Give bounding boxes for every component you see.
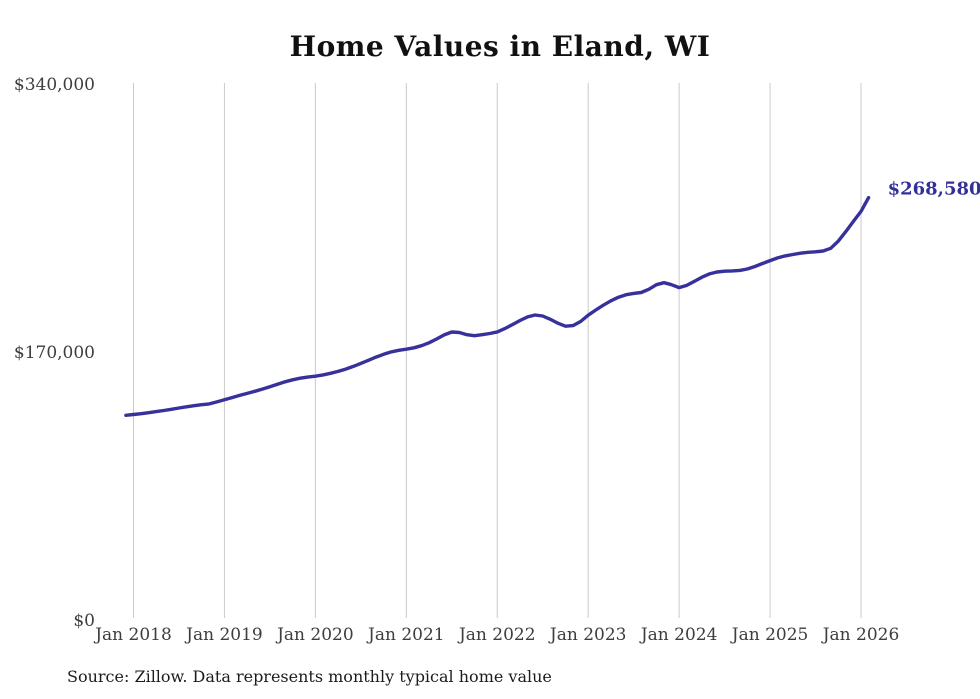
x-tick-label: Jan 2018 xyxy=(95,625,172,645)
x-tick-label: Jan 2023 xyxy=(549,625,627,645)
y-tick-label: $340,000 xyxy=(13,75,95,95)
chart-title: Home Values in Eland, WI xyxy=(289,30,711,63)
source-note: Source: Zillow. Data represents monthly … xyxy=(67,667,552,686)
x-tick-label: Jan 2025 xyxy=(731,625,809,645)
x-tick-label: Jan 2021 xyxy=(368,625,445,645)
y-tick-label: $0 xyxy=(73,611,95,631)
vertical-gridlines xyxy=(133,83,862,618)
y-tick-label: $170,000 xyxy=(13,343,95,363)
latest-value-label: $268,580 xyxy=(887,178,980,200)
x-tick-label: Jan 2019 xyxy=(186,625,263,645)
home-value-line xyxy=(124,195,871,417)
x-tick-label: Jan 2026 xyxy=(822,625,900,645)
x-tick-label: Jan 2024 xyxy=(640,625,718,645)
x-tick-label: Jan 2020 xyxy=(277,625,354,645)
x-tick-label: Jan 2022 xyxy=(458,625,536,645)
